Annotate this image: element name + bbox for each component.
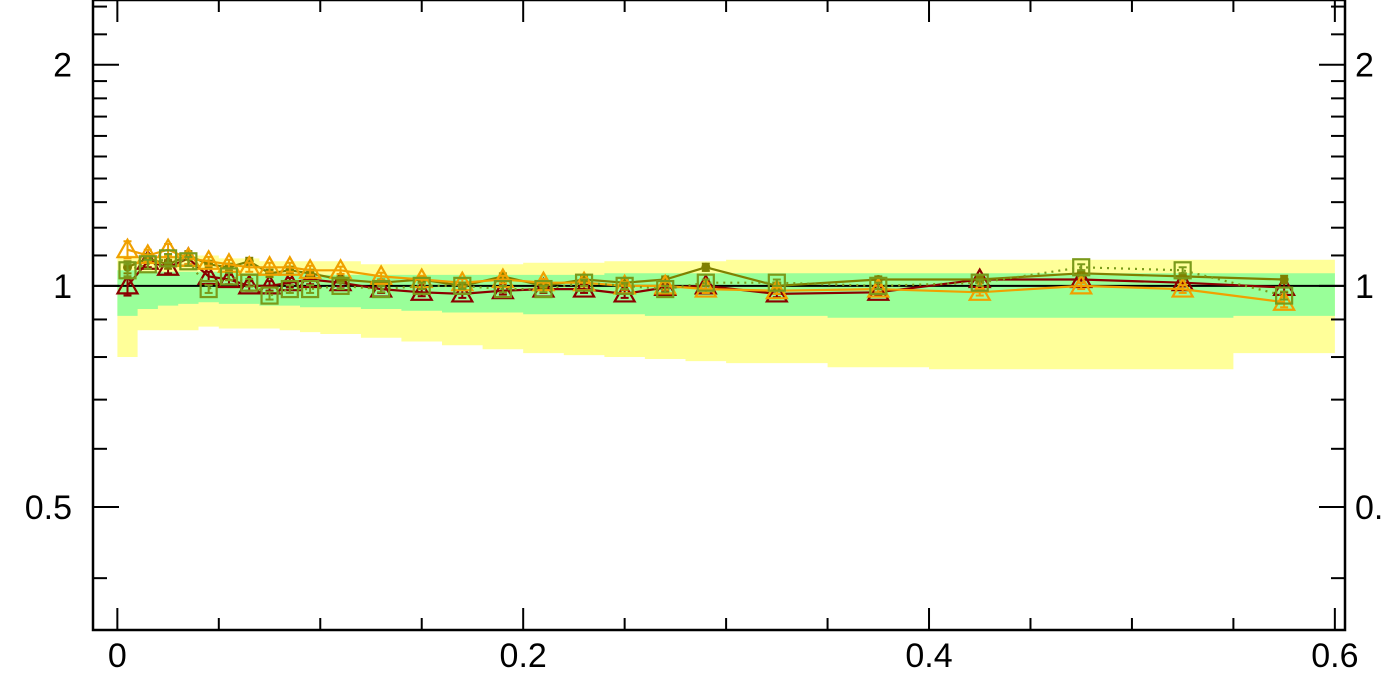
data-point — [572, 276, 596, 298]
data-point — [1272, 290, 1297, 311]
series-4 — [118, 249, 1294, 305]
data-point — [331, 276, 350, 295]
y-tick-label: 1 — [53, 268, 72, 306]
data-point — [372, 279, 391, 299]
data-point — [767, 273, 786, 292]
data-point — [450, 270, 475, 292]
data-point — [453, 276, 472, 295]
data-point — [219, 267, 239, 286]
x-tick-label: 0 — [108, 637, 127, 675]
data-point — [696, 273, 715, 292]
data-point — [701, 262, 711, 272]
series-3-line — [127, 248, 1285, 304]
tick-labels: 0 0.2 0.4 0.6 0.5 0. 1 1 2 2 — [25, 47, 1384, 675]
data-point — [260, 286, 279, 305]
y-tick-label: 0.5 — [25, 489, 72, 527]
data-point — [369, 264, 394, 286]
data-point — [277, 255, 302, 276]
data-point — [240, 273, 259, 292]
y-tick-label-right: 1 — [1355, 268, 1374, 306]
data-point — [301, 279, 320, 299]
data-point — [179, 252, 198, 271]
data-point — [615, 276, 634, 295]
data-point — [1173, 261, 1192, 280]
data-point — [158, 249, 178, 268]
x-tick-label: 0.6 — [1311, 637, 1358, 675]
series-1-line — [126, 257, 1285, 296]
data-point — [1170, 276, 1195, 298]
data-point — [1069, 273, 1094, 295]
data-point — [118, 261, 137, 280]
data-point — [970, 273, 989, 292]
data-point — [493, 279, 512, 299]
y-tick-label-right: 2 — [1355, 47, 1374, 85]
data-point — [196, 264, 221, 286]
data-point — [115, 273, 140, 295]
data-point — [298, 258, 323, 279]
data-point — [412, 276, 431, 295]
data-point — [409, 280, 434, 301]
data-point — [656, 279, 675, 299]
x-tick-label: 0.4 — [905, 637, 952, 675]
data-point — [257, 255, 282, 276]
axes-ticks — [93, 0, 1345, 630]
data-point — [534, 279, 553, 299]
y-tick-label: 2 — [53, 47, 72, 85]
data-point — [138, 255, 157, 274]
data-point — [1279, 275, 1289, 285]
data-point — [869, 276, 888, 295]
data-point — [653, 273, 678, 295]
data-point — [693, 276, 718, 298]
data-point — [196, 249, 221, 270]
plot-frame — [91, 0, 1347, 632]
data-point — [866, 276, 891, 298]
data-point — [199, 279, 218, 299]
data-point — [1275, 286, 1294, 305]
data-series — [115, 237, 1297, 311]
data-point — [280, 279, 299, 299]
data-point — [1072, 258, 1091, 277]
data-point — [866, 280, 891, 301]
data-point — [764, 281, 789, 303]
data-point — [764, 278, 789, 300]
data-point — [450, 281, 475, 303]
x-tick-label: 0.2 — [500, 637, 547, 675]
data-point — [574, 273, 594, 292]
y-tick-label-right: 0. — [1355, 489, 1383, 527]
data-point — [115, 237, 140, 259]
data-point — [328, 270, 353, 292]
